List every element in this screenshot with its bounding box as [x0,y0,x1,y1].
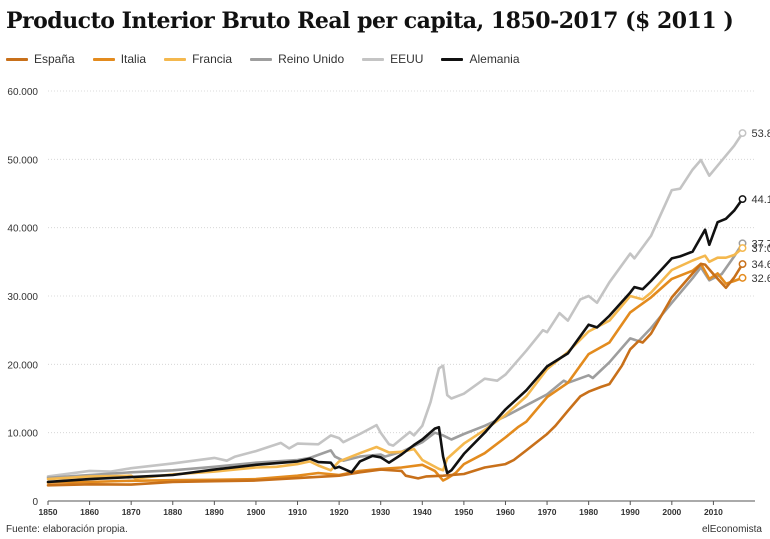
legend-label-eeuu: EEUU [390,52,424,66]
end-label-francia: 37.016 [752,243,770,255]
legend: España Italia Francia Reino Unido EEUU A… [6,50,538,68]
x-tick-label: 1970 [538,507,557,517]
x-tick-label: 1910 [288,507,307,517]
series-line-alemania [46,197,744,484]
legend-item-espana: España [6,52,75,66]
y-tick-label: 10.000 [7,429,38,440]
end-label-eeuu: 53.845 [752,128,770,140]
x-tick-label: 2000 [662,507,681,517]
y-tick-label: 0 [32,497,38,508]
legend-swatch-francia [164,57,187,61]
legend-swatch-reino-unido [250,57,273,61]
brand-label: elEconomista [701,524,762,535]
source-note: Fuente: elaboración propia. [6,524,128,535]
end-label-espana: 32.653 [752,273,770,285]
series-line-eeuu [46,131,744,478]
end-marker-eeuu [738,129,747,138]
grid [48,90,755,502]
end-marker-francia [738,244,747,253]
x-tick-label: 2010 [704,507,723,517]
x-tick-label: 1850 [39,507,58,517]
x-tick-label: 1860 [80,507,99,517]
x-tick-label: 1920 [330,507,349,517]
y-tick-label: 30.000 [7,292,38,303]
x-tick-label: 1990 [621,507,640,517]
end-label-alemania: 44.191 [752,194,770,206]
x-tick-label: 1890 [205,507,224,517]
legend-label-espana: España [34,52,75,66]
x-tick-label: 1960 [496,507,515,517]
chart-title: Producto Interior Bruto Real per capita,… [6,8,734,34]
legend-swatch-espana [6,57,28,61]
end-marker-alemania [738,195,747,203]
x-tick-label: 1950 [454,507,473,517]
y-tick-label: 60.000 [7,87,38,98]
x-tick-label: 1930 [371,507,390,517]
y-tick-label: 20.000 [7,360,38,371]
end-marker-italia [738,273,747,282]
end-label-italia: 34.674 [752,259,770,271]
series-line-francia [46,246,744,481]
x-tick-label: 1900 [246,507,265,517]
legend-item-francia: Francia [164,52,232,66]
legend-item-reino-unido: Reino Unido [250,52,344,66]
legend-swatch-eeuu [362,57,385,61]
legend-swatch-alemania [441,57,464,61]
y-tick-label: 50.000 [7,155,38,166]
legend-item-italia: Italia [92,52,147,66]
x-tick-label: 1870 [122,507,141,517]
legend-item-eeuu: EEUU [362,52,423,66]
y-axis: 0 10.000 20.000 30.000 40.000 50.000 60.000 [7,87,38,508]
legend-label-francia: Francia [192,52,233,66]
x-axis: 1850 1860 1870 1880 1890 1900 1910 1920 1930 1940… [39,501,723,517]
end-marker-espana [738,260,747,269]
legend-label-reino-unido: Reino Unido [278,52,345,66]
x-tick-label: 1940 [413,507,432,517]
y-tick-label: 40.000 [7,224,38,235]
legend-label-alemania: Alemania [469,52,520,66]
x-tick-label: 1880 [163,507,182,517]
end-labels: 32.653 34.674 37.01637.716 53.845 44.191 [738,128,770,285]
series-line-espana [46,262,744,487]
legend-label-italia: Italia [120,52,147,66]
legend-item-alemania: Alemania [441,52,520,66]
x-tick-label: 1980 [579,507,598,517]
series-line-italia [46,262,744,484]
legend-swatch-italia [92,57,115,61]
series-lines [46,131,744,487]
end-label-reino-unido: 37.716 [752,238,770,250]
